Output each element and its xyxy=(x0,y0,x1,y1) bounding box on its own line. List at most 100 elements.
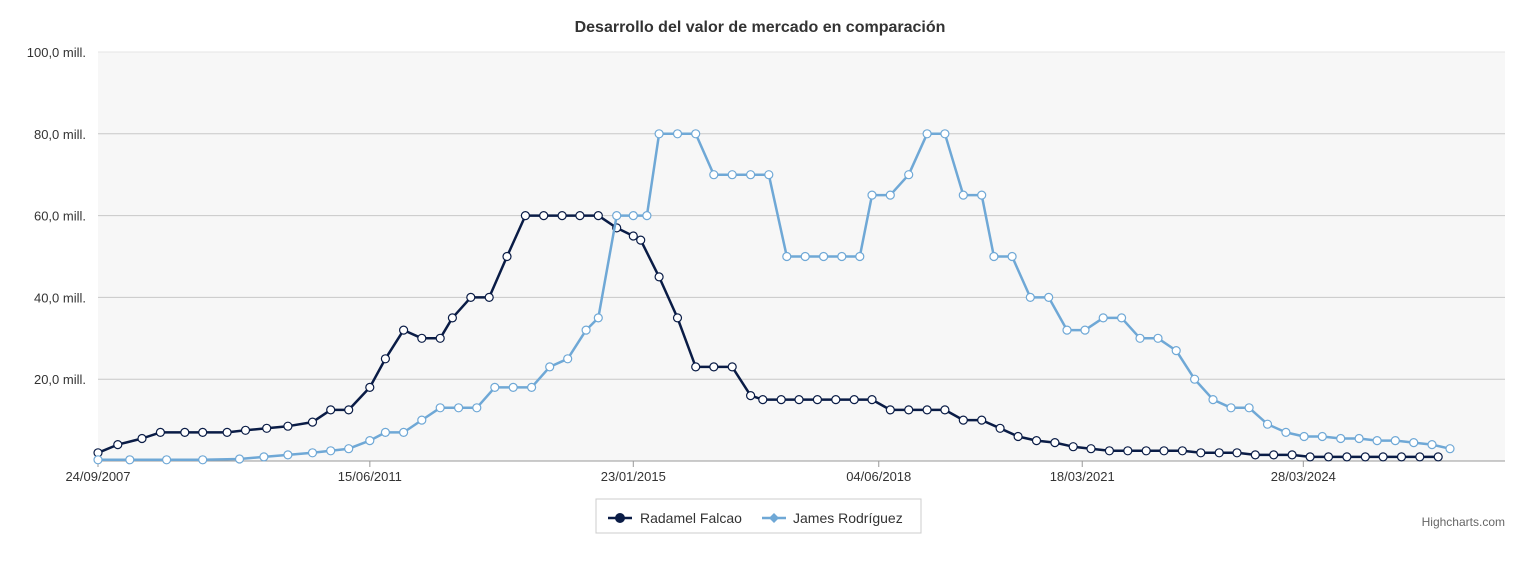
data-point-james-rodriguez[interactable] xyxy=(1409,438,1419,448)
data-point-radamel-falcao[interactable] xyxy=(977,415,987,425)
data-point-radamel-falcao[interactable] xyxy=(113,440,123,450)
data-point-james-rodriguez[interactable] xyxy=(1098,313,1108,323)
data-point-james-rodriguez[interactable] xyxy=(654,129,664,139)
data-point-james-rodriguez[interactable] xyxy=(162,455,172,465)
data-point-radamel-falcao[interactable] xyxy=(466,292,476,302)
data-point-radamel-falcao[interactable] xyxy=(958,415,968,425)
data-point-radamel-falcao[interactable] xyxy=(940,405,950,415)
data-point-james-rodriguez[interactable] xyxy=(1354,433,1364,444)
data-point-james-rodriguez[interactable] xyxy=(526,382,537,392)
data-point-james-rodriguez[interactable] xyxy=(800,251,810,262)
data-point-radamel-falcao[interactable] xyxy=(344,405,354,415)
data-point-james-rodriguez[interactable] xyxy=(1208,395,1218,405)
data-point-james-rodriguez[interactable] xyxy=(1007,251,1017,262)
data-point-radamel-falcao[interactable] xyxy=(240,425,251,435)
data-point-james-rodriguez[interactable] xyxy=(989,251,999,262)
data-point-radamel-falcao[interactable] xyxy=(672,313,683,323)
data-point-james-rodriguez[interactable] xyxy=(1262,419,1273,429)
legend-item-james-rodriguez[interactable]: James Rodríguez xyxy=(762,510,903,526)
data-point-radamel-falcao[interactable] xyxy=(745,391,756,401)
data-point-radamel-falcao[interactable] xyxy=(758,395,768,405)
data-point-radamel-falcao[interactable] xyxy=(867,395,877,405)
data-point-radamel-falcao[interactable] xyxy=(1050,438,1060,448)
data-point-radamel-falcao[interactable] xyxy=(727,362,737,372)
data-point-james-rodriguez[interactable] xyxy=(307,448,318,458)
data-point-james-rodriguez[interactable] xyxy=(885,190,895,200)
data-point-radamel-falcao[interactable] xyxy=(1269,450,1279,460)
data-point-radamel-falcao[interactable] xyxy=(137,433,147,444)
data-point-james-rodriguez[interactable] xyxy=(1226,403,1236,413)
data-point-james-rodriguez[interactable] xyxy=(234,454,245,464)
data-point-radamel-falcao[interactable] xyxy=(155,427,165,437)
data-point-james-rodriguez[interactable] xyxy=(344,444,354,454)
data-point-radamel-falcao[interactable] xyxy=(636,235,646,245)
data-point-james-rodriguez[interactable] xyxy=(940,129,950,139)
data-point-radamel-falcao[interactable] xyxy=(1159,446,1169,456)
data-point-james-rodriguez[interactable] xyxy=(472,403,482,413)
data-point-radamel-falcao[interactable] xyxy=(1196,448,1206,458)
data-point-james-rodriguez[interactable] xyxy=(782,251,792,262)
data-point-james-rodriguez[interactable] xyxy=(1299,431,1309,442)
data-point-radamel-falcao[interactable] xyxy=(1360,452,1370,462)
data-point-james-rodriguez[interactable] xyxy=(904,170,914,180)
data-point-radamel-falcao[interactable] xyxy=(283,421,293,431)
data-point-james-rodriguez[interactable] xyxy=(1390,436,1400,446)
data-point-james-rodriguez[interactable] xyxy=(1025,292,1035,302)
data-point-radamel-falcao[interactable] xyxy=(307,417,318,427)
data-point-radamel-falcao[interactable] xyxy=(502,251,512,262)
data-point-james-rodriguez[interactable] xyxy=(1281,427,1291,437)
data-point-radamel-falcao[interactable] xyxy=(709,362,719,372)
data-point-james-rodriguez[interactable] xyxy=(709,170,719,180)
data-point-james-rodriguez[interactable] xyxy=(1317,431,1327,442)
data-point-radamel-falcao[interactable] xyxy=(447,313,457,323)
data-point-radamel-falcao[interactable] xyxy=(520,211,531,221)
data-point-james-rodriguez[interactable] xyxy=(1189,374,1200,384)
data-point-james-rodriguez[interactable] xyxy=(745,170,756,180)
data-point-james-rodriguez[interactable] xyxy=(867,190,877,200)
data-point-james-rodriguez[interactable] xyxy=(563,354,573,364)
data-point-james-rodriguez[interactable] xyxy=(818,251,829,262)
data-point-james-rodriguez[interactable] xyxy=(922,129,932,139)
data-point-radamel-falcao[interactable] xyxy=(380,354,390,364)
data-point-radamel-falcao[interactable] xyxy=(593,211,603,221)
data-point-james-rodriguez[interactable] xyxy=(1135,333,1145,343)
data-point-james-rodriguez[interactable] xyxy=(1244,403,1254,413)
data-point-james-rodriguez[interactable] xyxy=(490,382,500,392)
data-point-radamel-falcao[interactable] xyxy=(1177,446,1188,456)
data-point-radamel-falcao[interactable] xyxy=(1305,452,1315,462)
data-point-radamel-falcao[interactable] xyxy=(198,427,208,437)
data-point-radamel-falcao[interactable] xyxy=(1086,444,1096,454)
data-point-radamel-falcao[interactable] xyxy=(995,423,1005,433)
data-point-radamel-falcao[interactable] xyxy=(1323,452,1334,462)
data-point-james-rodriguez[interactable] xyxy=(1171,346,1181,356)
data-point-james-rodriguez[interactable] xyxy=(642,211,652,221)
data-point-radamel-falcao[interactable] xyxy=(1433,452,1443,462)
data-point-james-rodriguez[interactable] xyxy=(855,251,865,262)
data-point-radamel-falcao[interactable] xyxy=(1232,448,1242,458)
data-point-radamel-falcao[interactable] xyxy=(885,405,895,415)
data-point-radamel-falcao[interactable] xyxy=(435,333,445,343)
data-point-radamel-falcao[interactable] xyxy=(180,427,190,437)
data-point-james-rodriguez[interactable] xyxy=(958,190,968,200)
data-point-radamel-falcao[interactable] xyxy=(1013,431,1023,442)
data-point-radamel-falcao[interactable] xyxy=(1287,450,1297,460)
data-point-radamel-falcao[interactable] xyxy=(262,423,272,433)
data-point-james-rodriguez[interactable] xyxy=(380,427,390,437)
data-point-james-rodriguez[interactable] xyxy=(435,403,445,413)
data-point-james-rodriguez[interactable] xyxy=(454,403,464,413)
data-point-james-rodriguez[interactable] xyxy=(198,455,208,465)
data-point-radamel-falcao[interactable] xyxy=(1378,452,1388,462)
data-point-james-rodriguez[interactable] xyxy=(672,129,683,139)
data-point-james-rodriguez[interactable] xyxy=(1153,333,1163,343)
data-point-radamel-falcao[interactable] xyxy=(831,395,841,405)
data-point-james-rodriguez[interactable] xyxy=(399,427,409,437)
data-point-james-rodriguez[interactable] xyxy=(727,170,737,180)
legend-item-radamel-falcao[interactable]: Radamel Falcao xyxy=(608,510,742,526)
data-point-james-rodriguez[interactable] xyxy=(417,415,427,425)
data-point-radamel-falcao[interactable] xyxy=(1031,436,1042,446)
data-point-james-rodriguez[interactable] xyxy=(1116,313,1127,323)
data-point-radamel-falcao[interactable] xyxy=(654,272,664,282)
data-point-radamel-falcao[interactable] xyxy=(1415,452,1425,462)
data-point-james-rodriguez[interactable] xyxy=(1427,440,1437,450)
data-point-james-rodriguez[interactable] xyxy=(365,436,375,446)
